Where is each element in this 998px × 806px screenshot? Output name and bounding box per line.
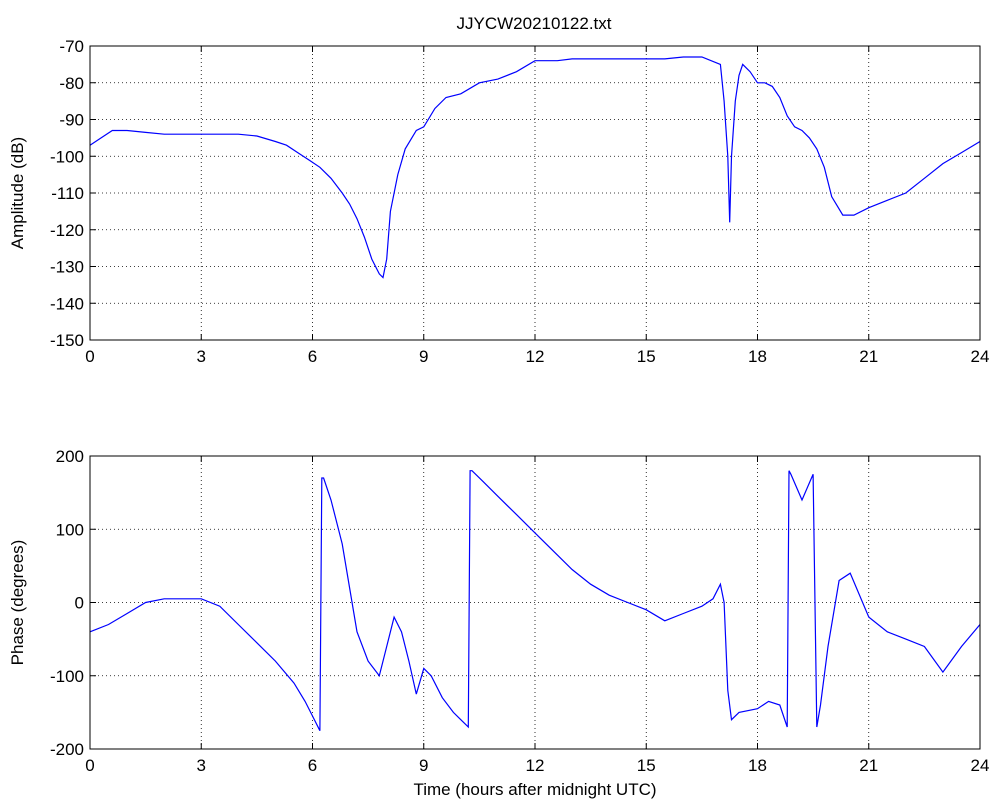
y-tick-label: 200 (56, 447, 84, 466)
x-tick-label: 0 (85, 756, 94, 775)
x-tick-label: 24 (971, 756, 990, 775)
x-tick-label: 12 (526, 347, 545, 366)
x-tick-label: 15 (637, 347, 656, 366)
phase-panel: 0 3 6 9 12 15 18 21 24 -200 -100 0 100 200 Phase (degr… (8, 447, 989, 799)
y-tick-label: -100 (50, 147, 84, 166)
x-axis-label: Time (hours after midnight UTC) (413, 780, 656, 799)
x-tick-label: 6 (308, 347, 317, 366)
x-tick-label: 15 (637, 756, 656, 775)
y-tick-label: -120 (50, 221, 84, 240)
y-tick-label: -150 (50, 331, 84, 350)
x-tick-label: 3 (197, 347, 206, 366)
x-tick-label: 6 (308, 756, 317, 775)
y-tick-label: -110 (51, 184, 84, 203)
y-tick-label: -80 (59, 74, 84, 93)
x-tick-label: 21 (859, 756, 878, 775)
x-tick-label: 24 (971, 347, 990, 366)
x-tick-label: 9 (419, 347, 428, 366)
y-tick-label: -70 (59, 37, 84, 56)
y-tick-label: -100 (50, 667, 84, 686)
series-line (89, 470, 981, 731)
y-tick-label: 100 (56, 520, 84, 539)
x-tick-label: 18 (748, 347, 767, 366)
x-tick-label: 9 (419, 756, 428, 775)
y-tick-label: -90 (59, 111, 84, 130)
figure-title: JJYCW20210122.txt (457, 14, 612, 33)
series-line (89, 56, 981, 279)
x-tick-label: 12 (526, 756, 545, 775)
y-axis-label: Amplitude (dB) (8, 137, 27, 249)
y-tick-label: -200 (50, 740, 84, 759)
amplitude-panel: 0 3 6 9 12 15 18 21 24 -150 -140 -130 -120 -110 -100 -9… (8, 37, 989, 366)
y-tick-label: -130 (50, 258, 84, 277)
y-axis-label: Phase (degrees) (8, 540, 27, 666)
y-tick-label: -140 (50, 294, 84, 313)
x-tick-label: 18 (748, 756, 767, 775)
y-tick-label: 0 (75, 594, 84, 613)
x-tick-label: 0 (85, 347, 94, 366)
x-tick-label: 3 (197, 756, 206, 775)
x-tick-label: 21 (859, 347, 878, 366)
